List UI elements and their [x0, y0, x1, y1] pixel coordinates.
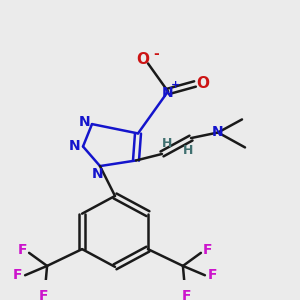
- Text: H: H: [162, 137, 172, 150]
- Text: F: F: [182, 289, 192, 300]
- Text: N: N: [69, 140, 81, 154]
- Text: N: N: [79, 115, 91, 129]
- Text: O: O: [196, 76, 209, 92]
- Text: N: N: [212, 124, 224, 139]
- Text: F: F: [203, 243, 213, 257]
- Text: H: H: [183, 144, 193, 157]
- Text: O: O: [136, 52, 149, 67]
- Text: +: +: [170, 80, 180, 90]
- Text: F: F: [12, 268, 22, 282]
- Text: F: F: [17, 243, 27, 257]
- Text: F: F: [208, 268, 218, 282]
- Text: N: N: [162, 86, 174, 100]
- Text: -: -: [153, 47, 159, 61]
- Text: N: N: [92, 167, 104, 181]
- Text: F: F: [38, 289, 48, 300]
